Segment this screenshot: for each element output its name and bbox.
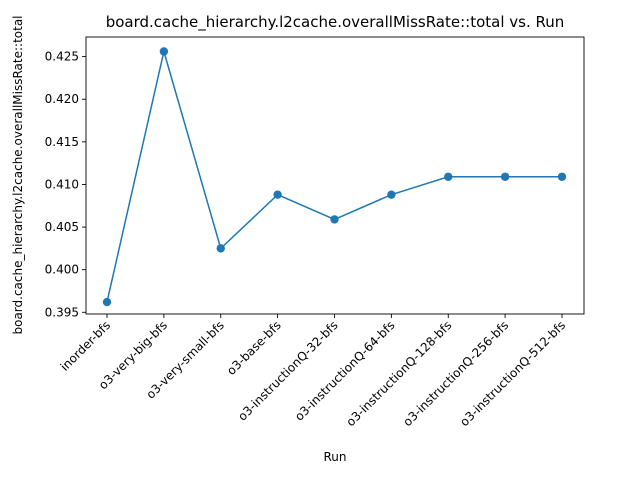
- data-point: [387, 190, 396, 199]
- x-tick-label: inorder-bfs: [58, 318, 114, 374]
- data-point: [500, 172, 510, 181]
- x-tick-label: o3-instructionQ-512-bfs: [457, 318, 568, 429]
- data-point: [159, 47, 169, 56]
- data-point: [444, 172, 453, 181]
- x-tick-label: o3-instructionQ-128-bfs: [344, 318, 455, 429]
- x-tick-label: o3-instructionQ-32-bfs: [235, 318, 340, 423]
- y-tick-label: 0.395: [45, 305, 79, 319]
- data-point: [330, 215, 339, 224]
- x-tick-label: o3-instructionQ-64-bfs: [292, 318, 397, 423]
- y-tick-label: 0.405: [45, 220, 79, 234]
- data-point: [102, 297, 112, 307]
- data-point: [273, 190, 282, 199]
- chart-title: board.cache_hierarchy.l2cache.overallMis…: [106, 13, 565, 32]
- y-tick-label: 0.400: [45, 263, 79, 277]
- series-line: [106, 51, 562, 303]
- x-axis-label: Run: [323, 450, 346, 464]
- y-tick-label: 0.420: [45, 92, 79, 106]
- x-tick-label: o3-instructionQ-256-bfs: [400, 318, 511, 429]
- y-tick-label: 0.410: [45, 177, 79, 191]
- x-tick-label: o3-base-bfs: [224, 318, 284, 378]
- data-point: [557, 172, 567, 181]
- y-axis-label: board.cache_hierarchy.l2cache.overallMis…: [11, 15, 25, 334]
- data-point: [216, 244, 225, 253]
- y-tick-label: 0.415: [45, 135, 79, 149]
- y-tick-label: 0.425: [45, 50, 79, 64]
- y-axis: 0.395 0.400 0.405 0.410 0.415 0.420 0.425: [45, 50, 86, 319]
- series-layer: [102, 47, 567, 307]
- x-axis: inorder-bfso3-very-big-bfso3-very-small-…: [58, 314, 568, 429]
- plot-frame: [85, 36, 585, 315]
- plot-area: 0.395 0.400 0.405 0.410 0.415 0.420 0.425 inor…: [45, 36, 585, 429]
